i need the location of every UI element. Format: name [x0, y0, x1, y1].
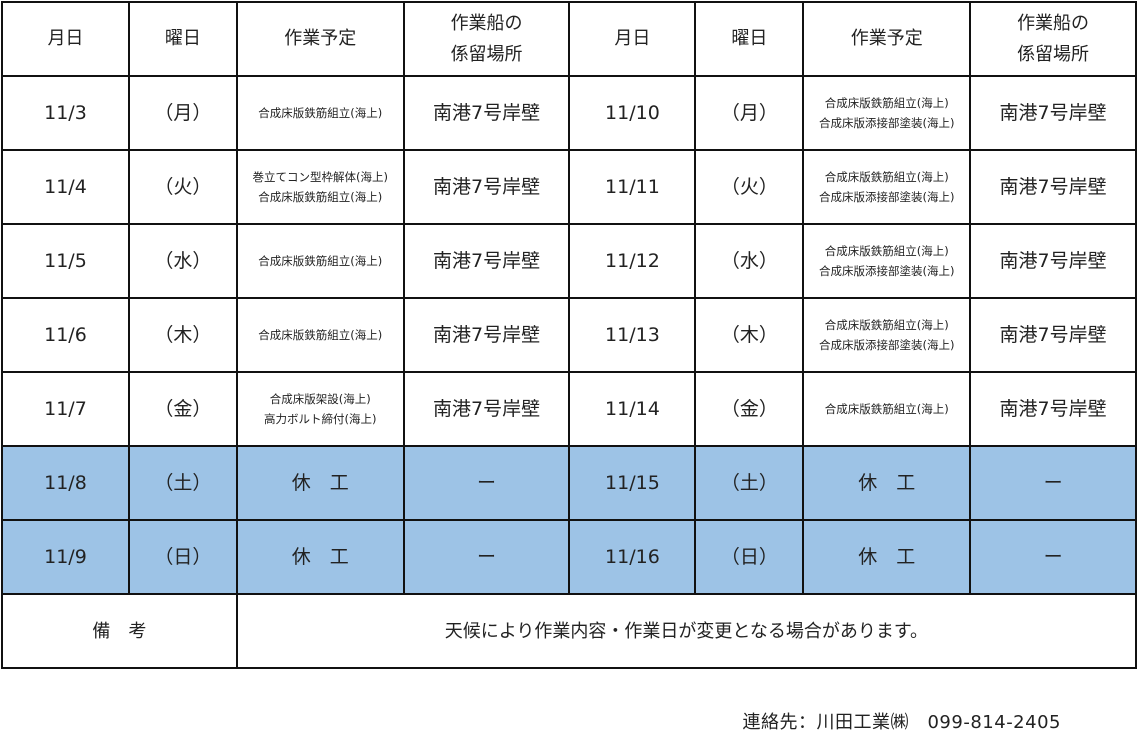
cell-mooring-location: ー: [402, 519, 571, 595]
header-mooring-location: 作業船の 係留場所: [402, 1, 571, 77]
cell-date: 11/4: [1, 149, 130, 225]
cell-weekday: （日）: [694, 519, 805, 595]
table-row: 11/6 （木） 合成床版鉄筋組立(海上) 南港7号岸壁 11/13 （木） 合成床版鉄筋組…: [1, 297, 1137, 373]
cell-weekday: （火）: [694, 149, 805, 225]
cell-weekday: （木）: [127, 297, 238, 373]
cell-date: 11/9: [1, 519, 130, 595]
cell-work-plan: 合成床版架設(海上) 高力ボルト締付(海上): [235, 371, 405, 447]
cell-mooring-location: 南港7号岸壁: [969, 371, 1137, 447]
cell-work-plan: 合成床版鉄筋組立(海上): [802, 371, 972, 447]
cell-work-plan: 合成床版鉄筋組立(海上): [235, 223, 405, 299]
table-row: 11/5 （水） 合成床版鉄筋組立(海上) 南港7号岸壁 11/12 （水） 合成床版鉄筋組…: [1, 223, 1137, 299]
remarks-row: 備 考天候により作業内容・作業日が変更となる場合があります。: [1, 593, 1137, 669]
cell-date: 11/8: [1, 445, 130, 521]
cell-work-plan: 休 工: [235, 445, 405, 521]
cell-weekday: （日）: [127, 519, 238, 595]
cell-weekday: （土）: [694, 445, 805, 521]
table-row: 11/4 （火） 巻立てコン型枠解体(海上) 合成床版鉄筋組立(海上) 南港7号岸壁 1…: [1, 149, 1137, 225]
cell-work-plan: 休 工: [235, 519, 405, 595]
cell-weekday: （火）: [127, 149, 238, 225]
cell-date: 11/14: [568, 371, 697, 447]
cell-weekday: （金）: [127, 371, 238, 447]
cell-work-plan: 合成床版鉄筋組立(海上) 合成床版添接部塗装(海上): [802, 297, 972, 373]
cell-date: 11/10: [568, 75, 697, 151]
cell-mooring-location: 南港7号岸壁: [969, 149, 1137, 225]
cell-mooring-location: 南港7号岸壁: [402, 297, 571, 373]
cell-date: 11/6: [1, 297, 130, 373]
header-row: 月日 曜日 作業予定 作業船の 係留場所 月日 曜日 作業予定 作業船の 係留場所: [1, 1, 1137, 77]
cell-work-plan: 合成床版鉄筋組立(海上) 合成床版添接部塗装(海上): [802, 75, 972, 151]
cell-work-plan: 合成床版鉄筋組立(海上) 合成床版添接部塗装(海上): [802, 223, 972, 299]
cell-weekday: （土）: [127, 445, 238, 521]
cell-weekday: （木）: [694, 297, 805, 373]
table-row: 11/8 （土）休 工ー 11/15 （土）休 工ー: [1, 445, 1137, 521]
cell-date: 11/12: [568, 223, 697, 299]
cell-work-plan: 合成床版鉄筋組立(海上) 合成床版添接部塗装(海上): [802, 149, 972, 225]
cell-weekday: （水）: [127, 223, 238, 299]
cell-date: 11/15: [568, 445, 697, 521]
cell-weekday: （月）: [694, 75, 805, 151]
cell-mooring-location: 南港7号岸壁: [402, 371, 571, 447]
contact-info: 連絡先：川田工業㈱ 099-814-2405: [742, 712, 1061, 733]
table-row: 11/7 （金） 合成床版架設(海上) 高力ボルト締付(海上) 南港7号岸壁 11/14…: [1, 371, 1137, 447]
cell-mooring-location: 南港7号岸壁: [969, 75, 1137, 151]
header-work-plan: 作業予定: [235, 1, 405, 77]
cell-date: 11/11: [568, 149, 697, 225]
cell-work-plan: 合成床版鉄筋組立(海上): [235, 297, 405, 373]
cell-mooring-location: 南港7号岸壁: [402, 223, 571, 299]
header-date: 月日: [568, 1, 697, 77]
cell-work-plan: 合成床版鉄筋組立(海上): [235, 75, 405, 151]
table-row: 11/9 （日）休 工ー 11/16 （日）休 工ー: [1, 519, 1137, 595]
cell-mooring-location: ー: [402, 445, 571, 521]
cell-weekday: （水）: [694, 223, 805, 299]
cell-weekday: （月）: [127, 75, 238, 151]
cell-mooring-location: ー: [969, 445, 1137, 521]
cell-mooring-location: 南港7号岸壁: [402, 75, 571, 151]
cell-mooring-location: ー: [969, 519, 1137, 595]
work-schedule-table: 月日 曜日 作業予定 作業船の 係留場所 月日 曜日 作業予定 作業船の 係留場所 11/3 （月…: [1, 1, 1137, 669]
header-work-plan: 作業予定: [802, 1, 972, 77]
header-weekday: 曜日: [694, 1, 805, 77]
table-row: 11/3 （月） 合成床版鉄筋組立(海上) 南港7号岸壁 11/10 （月） 合成床版鉄筋組…: [1, 75, 1137, 151]
cell-work-plan: 休 工: [802, 519, 972, 595]
cell-weekday: （金）: [694, 371, 805, 447]
remarks-label: 備 考: [1, 593, 238, 669]
header-mooring-location: 作業船の 係留場所: [969, 1, 1137, 77]
remarks-text: 天候により作業内容・作業日が変更となる場合があります。: [235, 593, 1137, 669]
cell-work-plan: 休 工: [802, 445, 972, 521]
cell-mooring-location: 南港7号岸壁: [402, 149, 571, 225]
cell-date: 11/3: [1, 75, 130, 151]
cell-work-plan: 巻立てコン型枠解体(海上) 合成床版鉄筋組立(海上): [235, 149, 405, 225]
cell-mooring-location: 南港7号岸壁: [969, 223, 1137, 299]
cell-date: 11/5: [1, 223, 130, 299]
cell-date: 11/16: [568, 519, 697, 595]
cell-date: 11/7: [1, 371, 130, 447]
header-weekday: 曜日: [127, 1, 238, 77]
header-date: 月日: [1, 1, 130, 77]
cell-date: 11/13: [568, 297, 697, 373]
cell-mooring-location: 南港7号岸壁: [969, 297, 1137, 373]
